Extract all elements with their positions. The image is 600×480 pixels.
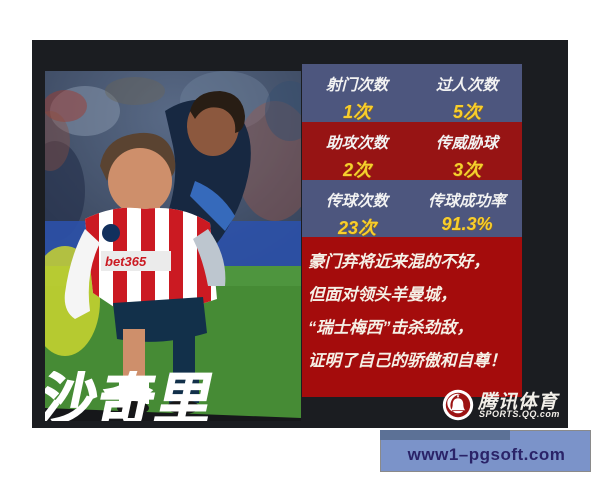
- svg-text:沙奇里: 沙奇里: [45, 371, 221, 421]
- svg-text:bet365: bet365: [105, 254, 147, 269]
